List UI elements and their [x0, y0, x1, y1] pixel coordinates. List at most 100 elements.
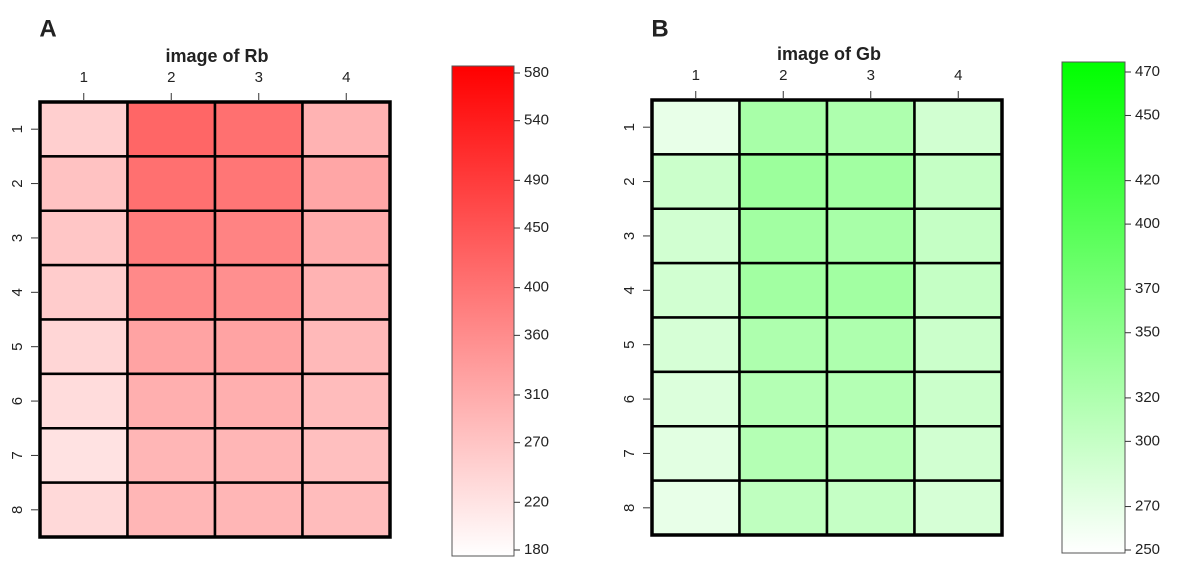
colorbar-tick-label: 180	[524, 541, 549, 558]
y-tick-label: 6	[621, 395, 638, 403]
y-tick-label: 4	[621, 286, 638, 294]
y-tick-label: 7	[621, 449, 638, 457]
colorbar-tick-label: 400	[1135, 215, 1160, 232]
cell	[740, 154, 828, 208]
cell	[40, 265, 128, 319]
cell	[40, 211, 128, 265]
cell	[652, 263, 740, 317]
cell	[303, 483, 391, 537]
x-tick-label: 3	[255, 69, 263, 86]
cell	[740, 318, 828, 372]
cell	[303, 428, 391, 482]
cell	[827, 263, 915, 317]
cell	[128, 374, 216, 428]
cell	[40, 320, 128, 374]
cell	[827, 372, 915, 426]
cell	[652, 209, 740, 263]
panel-label: B	[651, 15, 668, 42]
cell	[128, 102, 216, 156]
y-tick-label: 3	[621, 232, 638, 240]
y-tick-label: 3	[9, 234, 26, 242]
colorbar-tick-label: 350	[1135, 324, 1160, 341]
colorbar-tick-label: 470	[1135, 63, 1160, 80]
cell	[215, 265, 303, 319]
cell	[40, 374, 128, 428]
colorbar-tick-label: 250	[1135, 541, 1160, 558]
cell	[740, 209, 828, 263]
cell	[303, 102, 391, 156]
y-tick-label: 1	[9, 125, 26, 133]
cell	[128, 428, 216, 482]
cell	[915, 263, 1003, 317]
cell	[740, 372, 828, 426]
x-tick-label: 4	[342, 69, 350, 86]
cell	[652, 481, 740, 535]
y-tick-label: 5	[9, 343, 26, 351]
y-tick-label: 2	[9, 179, 26, 187]
cell	[915, 318, 1003, 372]
y-tick-label: 1	[621, 123, 638, 131]
cell	[827, 426, 915, 480]
cell	[652, 426, 740, 480]
cell	[652, 372, 740, 426]
cell	[40, 483, 128, 537]
colorbar-tick-label: 320	[1135, 389, 1160, 406]
cell	[740, 481, 828, 535]
cell	[40, 102, 128, 156]
cell	[215, 374, 303, 428]
cell	[215, 211, 303, 265]
cell	[740, 426, 828, 480]
cell	[40, 428, 128, 482]
cell	[915, 100, 1003, 154]
cell	[915, 209, 1003, 263]
cell	[128, 211, 216, 265]
cell	[652, 154, 740, 208]
colorbar	[1062, 62, 1125, 553]
cell	[128, 320, 216, 374]
cell	[827, 209, 915, 263]
x-tick-label: 2	[779, 67, 787, 84]
cell	[303, 320, 391, 374]
x-tick-label: 4	[954, 67, 962, 84]
colorbar-tick-label: 450	[524, 219, 549, 236]
y-tick-label: 6	[9, 397, 26, 405]
colorbar	[452, 66, 514, 556]
y-tick-label: 2	[621, 177, 638, 185]
colorbar-tick-label: 300	[1135, 432, 1160, 449]
chart-title: image of Rb	[165, 46, 268, 66]
x-tick-label: 3	[867, 67, 875, 84]
cell	[215, 483, 303, 537]
cell	[128, 265, 216, 319]
colorbar-tick-label: 270	[1135, 498, 1160, 515]
cell	[128, 156, 216, 210]
figure: Aimage of Rb1234123456781802202703103604…	[0, 0, 1184, 561]
cell	[303, 211, 391, 265]
colorbar-tick-label: 540	[524, 112, 549, 129]
colorbar-tick-label: 270	[524, 434, 549, 451]
cell	[827, 100, 915, 154]
cell	[303, 265, 391, 319]
cell	[827, 481, 915, 535]
cell	[915, 372, 1003, 426]
cell	[652, 100, 740, 154]
cell	[827, 318, 915, 372]
cell	[740, 100, 828, 154]
y-tick-label: 4	[9, 288, 26, 296]
y-tick-label: 8	[9, 506, 26, 514]
panel-label: A	[39, 15, 56, 42]
colorbar-tick-label: 420	[1135, 172, 1160, 189]
cell	[215, 156, 303, 210]
cell	[215, 320, 303, 374]
colorbar-tick-label: 360	[524, 326, 549, 343]
cell	[915, 481, 1003, 535]
colorbar-tick-label: 310	[524, 386, 549, 403]
chart-title: image of Gb	[777, 44, 881, 64]
cell	[915, 154, 1003, 208]
colorbar-tick-label: 450	[1135, 106, 1160, 123]
cell	[915, 426, 1003, 480]
cell	[40, 156, 128, 210]
colorbar-tick-label: 370	[1135, 280, 1160, 297]
x-tick-label: 1	[80, 69, 88, 86]
x-tick-label: 2	[167, 69, 175, 86]
colorbar-tick-label: 580	[524, 64, 549, 81]
